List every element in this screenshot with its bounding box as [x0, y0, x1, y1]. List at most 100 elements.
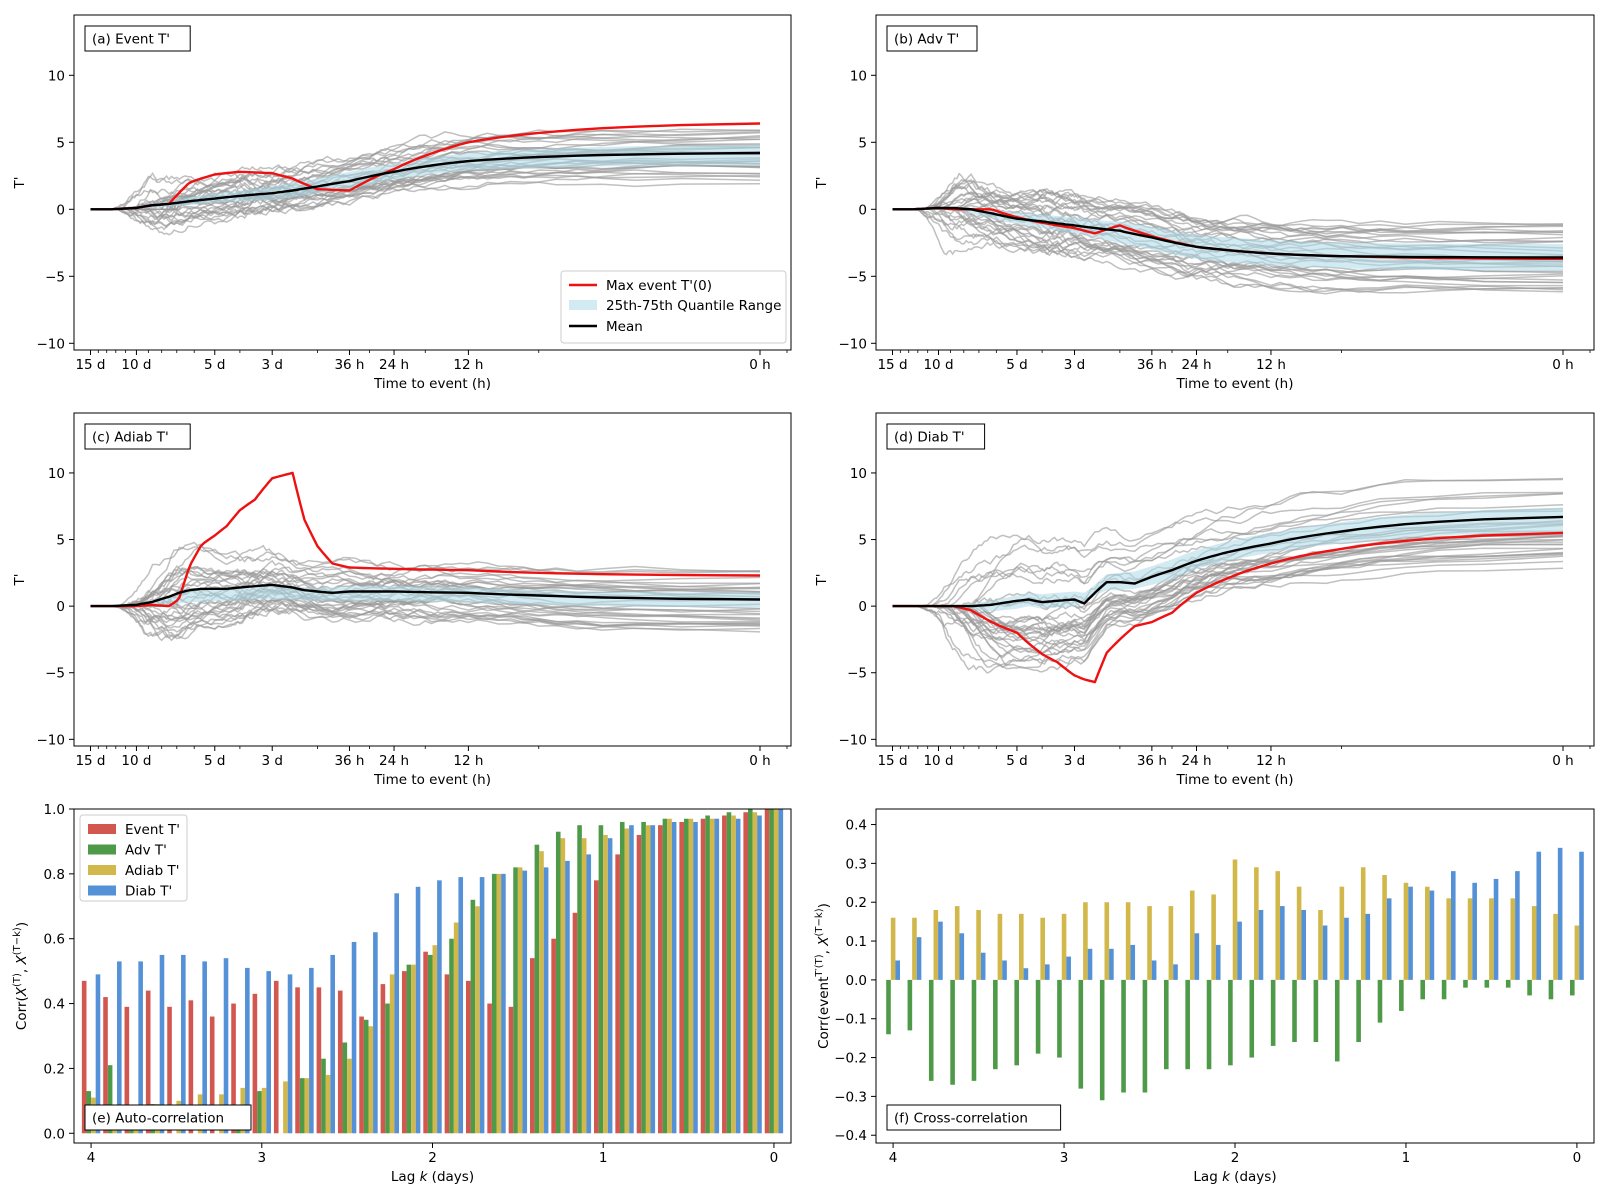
panel-c: 15 d 10 d 5 d 3 d 36 h 24 h 12 h 0 h Time to eve…: [12, 423, 788, 788]
bar-diabt: [1215, 944, 1221, 980]
bar-advt: [385, 1003, 390, 1134]
bar-advt: [1121, 979, 1126, 1093]
bar-advt: [555, 831, 561, 1134]
y-tick-label: 0.6: [44, 932, 65, 948]
bar-advt: [769, 809, 774, 1134]
bar-adiabt: [933, 909, 939, 980]
bar-adiabt: [1382, 875, 1387, 980]
bar-adiabt: [1275, 871, 1281, 980]
bar-diabt: [1066, 956, 1071, 980]
bar-advt: [1356, 979, 1361, 1043]
x-tick-label: 0 h: [749, 357, 770, 373]
bar-advt: [1548, 979, 1554, 1000]
x-tick-label: 3 d: [261, 357, 282, 373]
bar-adiabt: [752, 812, 758, 1134]
bar-advt: [1206, 979, 1212, 1070]
x-tick-label: 24 h: [379, 357, 409, 373]
y-tick-label: −5: [847, 666, 867, 682]
bar-diabt: [1194, 933, 1200, 980]
panel-a-label-box: [84, 25, 191, 52]
bar-adiabt: [645, 825, 651, 1134]
bar-eventt: [188, 1000, 194, 1134]
bar-advt: [747, 809, 753, 1134]
bar-diabt: [1344, 917, 1349, 980]
panel-b-panel-label: (b) Adv T': [894, 32, 959, 48]
bar-advt: [577, 825, 582, 1134]
bar-eventt: [167, 1006, 172, 1134]
y-tick-label: −10: [37, 732, 66, 748]
bar-diabt: [757, 815, 762, 1134]
bar-eventt: [551, 938, 556, 1134]
bar-adiabt: [1254, 867, 1259, 980]
x-tick-label: 15 d: [75, 357, 105, 373]
x-tick-label: 1: [599, 1150, 608, 1166]
bar-eventt: [743, 812, 748, 1134]
bar-adiabt: [496, 873, 502, 1134]
legend-swatch: [88, 885, 116, 896]
panel-e: 4 3 2 1 0 Lag k (days) 0.0 0.2 0.4 0.6 0.8 1.0 Corr(…: [12, 802, 784, 1185]
panel-d-frame: [875, 412, 1595, 747]
bar-adiabt: [517, 867, 523, 1134]
y-tick-label: 5: [858, 135, 867, 151]
bar-adiabt: [667, 818, 672, 1134]
x-tick-label: 3 d: [1064, 753, 1085, 769]
bar-adiabt: [283, 1081, 288, 1134]
y-tick-label: 1.0: [44, 802, 65, 818]
bar-eventt: [231, 1003, 236, 1134]
x-axis-label: Lag k (days): [391, 1169, 474, 1185]
bar-advt: [1377, 979, 1383, 1023]
bar-eventt: [316, 987, 322, 1134]
bar-diabt: [650, 825, 656, 1134]
x-tick-label: 4: [889, 1150, 898, 1166]
panel-c-panel-label: (c) Adiab T': [92, 430, 169, 446]
x-axis-label: Lag k (days): [1193, 1169, 1276, 1185]
panel-f: 4 3 2 1 0 Lag k (days) −0.4 −0.3 −0.2 −0.1 0.0 0.1 0…: [814, 818, 1584, 1185]
bar-advt: [971, 979, 977, 1081]
x-tick-label: 15 d: [877, 357, 907, 373]
x-axis-label: Time to event (h): [373, 376, 491, 392]
bar-advt: [950, 979, 955, 1085]
plot-area-e: [81, 809, 784, 1134]
plot-area-d: [892, 477, 1564, 684]
bar-diabt: [1173, 964, 1178, 980]
x-tick-label: 24 h: [379, 753, 409, 769]
bar-advt: [449, 938, 454, 1134]
bar-eventt: [636, 834, 642, 1134]
bar-adiabt: [539, 851, 544, 1134]
panel-b: 15 d 10 d 5 d 3 d 36 h 24 h 12 h 0 h Time to eve…: [814, 25, 1591, 392]
bar-diabt: [330, 954, 335, 1134]
x-tick-label: 12 h: [453, 753, 483, 769]
bar-eventt: [209, 1016, 215, 1134]
y-tick-label: −0.2: [834, 1051, 867, 1067]
bar-adiabt: [1211, 894, 1216, 980]
x-tick-label: 15 d: [75, 753, 105, 769]
bar-advt: [321, 1058, 326, 1134]
bar-advt: [1484, 979, 1490, 988]
bar-advt: [129, 1130, 134, 1134]
bar-advt: [1399, 979, 1404, 1011]
bar-advt: [598, 825, 604, 1134]
y-axis-label: Corr(eventT′(T), X(T−k)): [814, 903, 832, 1049]
member-line: [90, 605, 761, 640]
bar-advt: [1057, 979, 1062, 1058]
bar-diabt: [266, 971, 271, 1134]
bar-diabt: [735, 818, 741, 1134]
bar-eventt: [508, 1006, 514, 1134]
bar-advt: [1185, 979, 1190, 1070]
mean-line: [892, 206, 1564, 259]
bar-eventt: [679, 821, 684, 1134]
bar-diabt: [1151, 960, 1157, 980]
bar-advt: [619, 821, 625, 1134]
bar-adiabt: [912, 917, 917, 980]
bar-adiabt: [1061, 913, 1067, 980]
x-tick-label: 36 h: [1137, 753, 1167, 769]
bar-diabt: [1130, 944, 1136, 980]
y-tick-label: 10: [48, 68, 65, 84]
x-tick-label: 0: [770, 1150, 779, 1166]
panel-a-panel-label: (a) Event T': [92, 32, 170, 48]
y-tick-label: −0.3: [834, 1089, 867, 1105]
bar-adiabt: [1147, 906, 1152, 980]
x-tick-label: 0 h: [1552, 753, 1573, 769]
bar-diabt: [1386, 898, 1392, 980]
plot-area-f: [886, 847, 1584, 1101]
